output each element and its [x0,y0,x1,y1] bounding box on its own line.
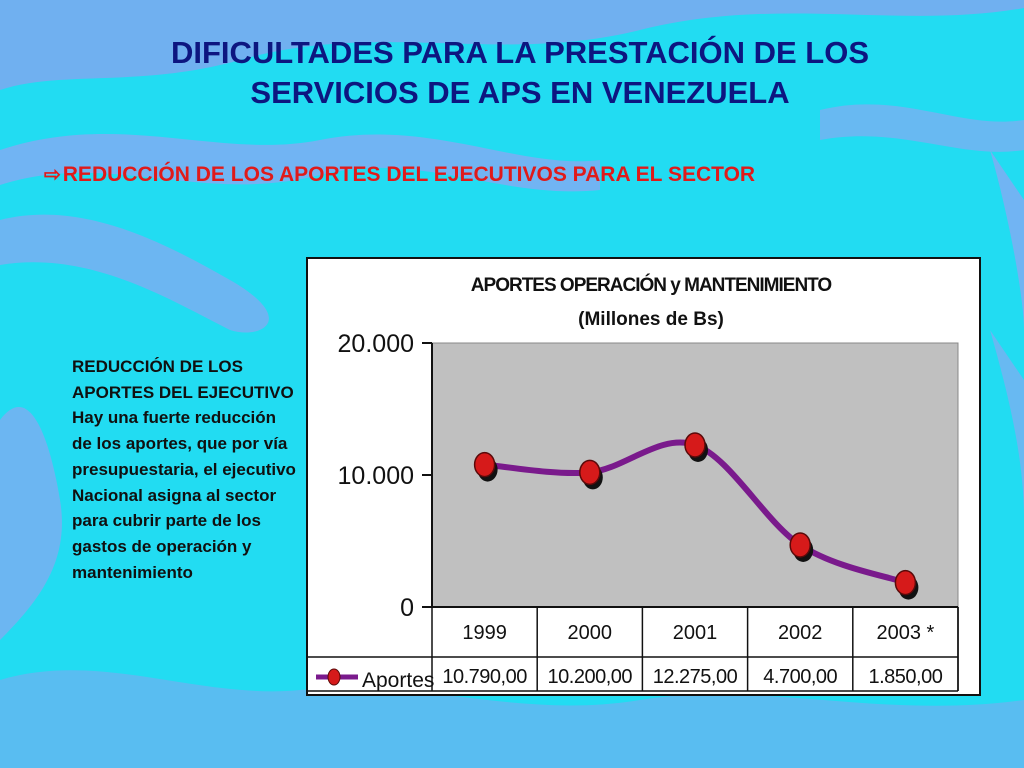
table-value-label: 4.700,00 [763,666,837,688]
chart-subtitle: (Millones de Bs) [578,309,724,330]
data-point-aportes [684,432,706,458]
data-point-aportes [473,451,496,478]
y-tick-label: 0 [400,594,414,622]
hollow-arrow-icon: ⇨ [44,164,61,186]
x-category-label: 2001 [673,622,718,644]
slide-title-line1: DIFICULTADES PARA LA PRESTACIÓN DE LOS [170,35,870,70]
y-tick-label: 10.000 [338,462,414,490]
slide-title: DIFICULTADES PARA LA PRESTACIÓN DE LOS S… [80,33,960,113]
table-value-label: 12.275,00 [653,666,738,688]
slide-title-line2: SERVICIOS DE APS EN VENEZUELA [250,75,790,110]
legend-label-aportes: Aportes [362,669,434,692]
bullet-point: ⇨REDUCCIÓN DE LOS APORTES DEL EJECUTIVOS… [44,160,944,190]
table-value-label: 10.790,00 [442,666,527,688]
chart-title: APORTES OPERACIÓN y MANTENIMIENTO [471,274,832,296]
data-point-aportes [789,532,811,558]
description-text: REDUCCIÓN DE LOS APORTES DEL EJECUTIVO H… [72,357,296,582]
y-tick-label: 20.000 [338,330,414,358]
table-value-label: 1.850,00 [868,666,942,688]
data-point-aportes [579,459,601,486]
chart-container: APORTES OPERACIÓN y MANTENIMIENTO (Millon… [306,257,981,696]
data-point-aportes [894,569,917,596]
bullet-text: REDUCCIÓN DE LOS APORTES DEL EJECUTIVOS … [62,163,756,186]
x-category-label: 2003 * [876,622,934,644]
x-category-label: 1999 [462,622,507,644]
table-value-label: 10.200,00 [548,666,633,688]
x-category-label: 2002 [778,622,823,644]
legend-marker-swatch [327,668,341,686]
line-chart: APORTES OPERACIÓN y MANTENIMIENTO (Millon… [308,274,959,692]
plot-area [431,342,959,608]
x-category-label: 2000 [568,622,613,644]
